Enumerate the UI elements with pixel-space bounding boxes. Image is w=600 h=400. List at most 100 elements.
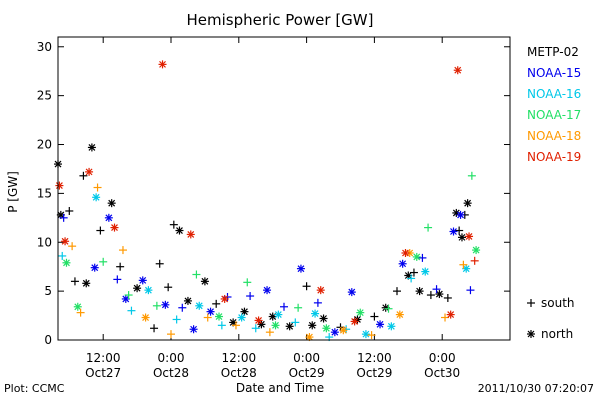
north-point-marker (240, 307, 249, 316)
south-point-marker (203, 313, 212, 322)
north-point-marker (421, 267, 430, 276)
south-point-marker (426, 291, 435, 300)
south-point-marker (418, 253, 427, 262)
north-point-marker (189, 325, 198, 334)
legend-entry-noaa-19: NOAA-19 (527, 150, 581, 164)
x-tick-label-time: 12:00 (357, 351, 392, 365)
north-point-marker (107, 199, 116, 208)
north-point-marker (316, 286, 325, 295)
north-point-marker (456, 210, 465, 219)
north-point-marker (268, 312, 277, 321)
series-metp-02 (54, 143, 472, 333)
marker-legend-label-north: north (541, 327, 573, 341)
south-point-marker (59, 213, 68, 222)
series-noaa-18 (68, 183, 468, 342)
legend-entry-metp-02: METP-02 (527, 45, 579, 59)
y-tick-label: 30 (37, 40, 52, 54)
data-points (54, 60, 481, 342)
north-point-marker (55, 181, 64, 190)
series-noaa-17 (62, 171, 481, 333)
series-noaa-15 (59, 210, 475, 337)
north-point-marker (271, 321, 280, 330)
south-point-marker (169, 220, 178, 229)
south-point-marker (76, 308, 85, 317)
south-point-marker (251, 324, 260, 333)
north-point-marker (92, 193, 101, 202)
south-point-marker (155, 259, 164, 268)
south-point-marker (192, 270, 201, 279)
north-point-marker (104, 213, 113, 222)
legend: METP-02 NOAA-15 NOAA-16 NOAA-17 NOAA-18 NOAA-… (527, 45, 581, 341)
north-point-marker (463, 199, 472, 208)
south-point-marker (443, 293, 452, 302)
north-point-marker (381, 303, 390, 312)
x-tick-label-time: 12:00 (86, 351, 121, 365)
south-point-marker (367, 331, 376, 340)
north-point-marker (462, 264, 471, 273)
x-tick-label-date: Oct29 (356, 366, 392, 380)
south-point-marker (467, 171, 476, 180)
south-point-marker (65, 206, 74, 215)
north-point-marker (311, 309, 320, 318)
marker-legend-label-south: south (541, 296, 575, 310)
north-point-marker (62, 258, 71, 267)
legend-entry-noaa-18: NOAA-18 (527, 129, 581, 143)
north-point-marker (435, 290, 444, 299)
x-tick-label-date: Oct30 (424, 366, 460, 380)
north-point-marker (82, 279, 91, 288)
north-point-marker (85, 167, 94, 176)
south-point-marker (116, 262, 125, 271)
x-tick-label-date: Oct28 (221, 366, 257, 380)
x-axis-label: Date and Time (236, 381, 324, 395)
north-point-marker (285, 322, 294, 331)
south-point-marker (393, 287, 401, 296)
south-point-marker (152, 301, 161, 310)
south-point-marker (280, 302, 288, 311)
north-point-marker (110, 223, 119, 232)
x-tick-label-date: Oct27 (85, 366, 121, 380)
south-point-marker (127, 306, 136, 315)
north-point-marker (144, 286, 153, 295)
series-noaa-16 (58, 193, 471, 342)
north-point-marker (141, 313, 150, 322)
north-point-marker (263, 286, 272, 295)
plot-credit: Plot: CCMC (4, 382, 65, 395)
north-point-marker (398, 259, 407, 268)
north-point-marker (376, 320, 385, 329)
north-point-marker (254, 316, 263, 325)
legend-entry-noaa-17: NOAA-17 (527, 108, 581, 122)
y-tick-label: 25 (37, 89, 52, 103)
north-point-marker (61, 237, 70, 246)
south-point-marker (96, 226, 105, 235)
north-point-marker (195, 301, 204, 310)
south-point-marker (313, 298, 322, 307)
north-point-marker (138, 276, 147, 285)
south-point-marker (167, 330, 175, 339)
north-point-marker (319, 314, 328, 323)
south-point-marker (99, 257, 108, 266)
north-point-marker (415, 287, 424, 296)
south-point-marker (294, 303, 303, 312)
south-point-marker (432, 285, 441, 294)
y-tick-label: 15 (37, 186, 52, 200)
south-point-marker (231, 321, 240, 330)
legend-entry-noaa-15: NOAA-15 (527, 66, 581, 80)
south-point-marker (409, 268, 418, 277)
south-point-marker (246, 292, 255, 301)
south-point-marker (172, 315, 181, 324)
north-point-marker (308, 321, 317, 330)
chart-title: Hemispheric Power [GW] (187, 11, 374, 29)
north-point-marker (220, 294, 229, 303)
south-point-marker (150, 324, 159, 333)
north-point-marker (347, 288, 356, 297)
north-point-marker (449, 227, 458, 236)
y-tick-label: 0 (44, 333, 52, 347)
north-point-marker (339, 326, 348, 335)
marker-legend-south: south (527, 296, 575, 310)
north-point-marker (90, 263, 99, 272)
south-point-marker (79, 171, 88, 180)
south-point-marker (470, 256, 479, 265)
axis-ticks: 05101520253012:00Oct270:00Oct2812:00Oct2… (37, 37, 510, 380)
south-point-marker (455, 226, 464, 235)
